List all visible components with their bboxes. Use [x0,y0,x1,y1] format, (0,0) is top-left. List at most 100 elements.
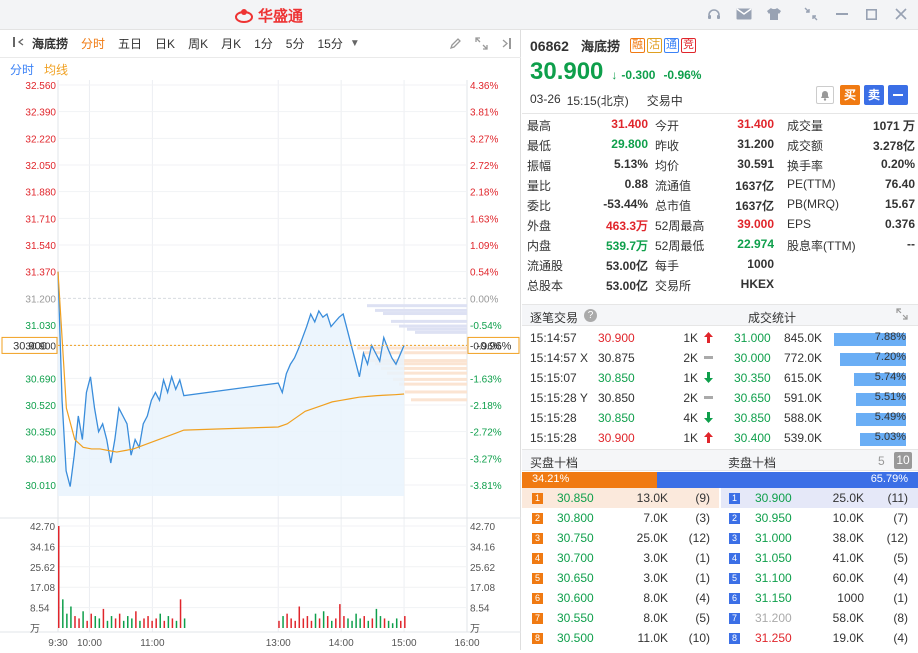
ask-row[interactable] [721,628,918,648]
pct-axis-label: 2.18% [470,188,498,199]
subtab-timeshare[interactable]: 分时 [10,62,35,77]
menu-icon[interactable] [888,85,908,105]
ask-row[interactable] [721,568,918,588]
help-icon[interactable]: ? [584,309,597,322]
headset-icon[interactable] [706,6,722,22]
book-header: 买盘十档 卖盘十档 5 10 [522,449,918,471]
depth-5-button[interactable]: 5 [878,454,885,468]
stat-label: 52周最高 [655,219,705,233]
volume-bar [355,613,357,628]
stat-label: 换手率 [787,159,824,173]
current-price-label: 30.900 [13,340,47,352]
price-axis-label: 32.560 [25,81,56,92]
period-tab[interactable]: 1分 [254,37,273,51]
bid-row[interactable] [522,628,719,648]
minimize-icon[interactable] [834,6,850,22]
close-icon[interactable] [893,6,909,22]
trade-price: 30.900 [598,331,635,345]
time-axis-label: 16:00 [454,638,479,649]
volume-bar [147,616,149,628]
price-axis-label: 31.540 [25,241,56,252]
ask-price: 31.200 [755,611,792,625]
period-tab[interactable]: 5分 [285,37,305,51]
trades-title: 逐笔交易 [530,311,579,325]
subtab-average[interactable]: 均线 [44,62,69,77]
stat-label: 委比 [527,199,552,213]
volume-bar [175,620,178,628]
bid-row[interactable] [522,528,719,548]
shirt-icon[interactable] [766,6,782,22]
ask-depth-band [375,308,467,312]
period-tab[interactable]: 月K [221,37,242,51]
maximize-icon[interactable] [863,6,879,22]
bid-row[interactable] [522,568,719,588]
volume-bar [391,623,394,628]
stat-value: 3.278亿 [872,139,915,153]
ask-row[interactable] [721,528,918,548]
volstat-pct: 5.51% [874,391,906,403]
trade-qty: 2K [683,351,698,365]
volume-bar [167,616,170,628]
ask-row[interactable] [721,508,918,528]
volume-bar [62,599,64,628]
bid-row[interactable] [522,548,719,568]
sell-button[interactable]: 卖 [864,85,884,105]
pct-axis-label: 1.09% [470,241,498,252]
pencil-icon[interactable] [449,37,462,53]
stat-value: 30.591 [737,157,774,171]
stat-value: 31.200 [737,137,774,151]
bid-price: 30.550 [557,611,594,625]
collapse-right-icon[interactable] [500,37,513,53]
ask-orders: (8) [893,611,908,625]
bell-icon[interactable] [816,86,834,104]
volstat-volume: 845.0K [784,331,823,345]
bid-depth-band [357,346,467,350]
ask-row[interactable] [721,488,918,508]
period-tab[interactable]: 分时 [81,37,106,51]
ask-row[interactable] [721,608,918,628]
stat-label: 外盘 [527,219,552,233]
bid-orders: (1) [695,571,710,585]
period-tab[interactable]: 五日 [118,37,143,51]
bid-level: 2 [532,513,543,524]
bid-depth-band [399,382,467,386]
period-tab[interactable]: 15分 [317,37,343,51]
quote-date: 03-26 [530,92,561,106]
volume-bar [383,618,386,628]
down-arrow-icon [704,372,713,392]
chevron-down-icon[interactable]: ▼ [349,38,360,49]
intraday-chart[interactable]: 32.560 32.390 32.220 32.050 31.880 31.710 31.5… [0,80,521,650]
pct-axis-label: 1.63% [470,214,498,225]
volume-axis-label: 42.70 [30,522,55,533]
volstats-title: 成交统计 [748,311,797,325]
ask-orders: (1) [893,591,908,605]
stat-value: HKEX [740,277,774,291]
period-tab[interactable]: 周K [188,37,209,51]
bid-level: 6 [532,593,543,604]
bid-qty: 13.0K [636,491,668,505]
collapse-icon[interactable] [12,36,24,51]
expand-icon[interactable] [896,308,908,323]
pct-axis-label: 3.81% [470,108,498,119]
stock-badge: 融 [629,38,645,53]
ask-row[interactable] [721,548,918,568]
bid-row[interactable] [522,488,719,508]
shrink-icon[interactable] [803,6,819,22]
volume-bar [404,616,406,628]
bid-row[interactable] [522,608,719,628]
period-tab[interactable]: 日K [155,37,176,51]
ask-level: 1 [729,493,740,504]
trade-time: 15:14:57 [530,331,577,345]
depth-10-button[interactable]: 10 [894,452,912,469]
bid-orders: (5) [695,611,710,625]
expand-icon[interactable] [475,37,488,53]
ask-row[interactable] [721,588,918,608]
bid-row[interactable] [522,508,719,528]
mail-icon[interactable] [736,6,752,22]
bid-price: 30.500 [557,631,594,645]
stat-value: 31.400 [737,117,774,131]
volume-bar [114,618,117,628]
buy-button[interactable]: 买 [840,85,860,105]
volume-bar [159,613,161,628]
bid-row[interactable] [522,588,719,608]
